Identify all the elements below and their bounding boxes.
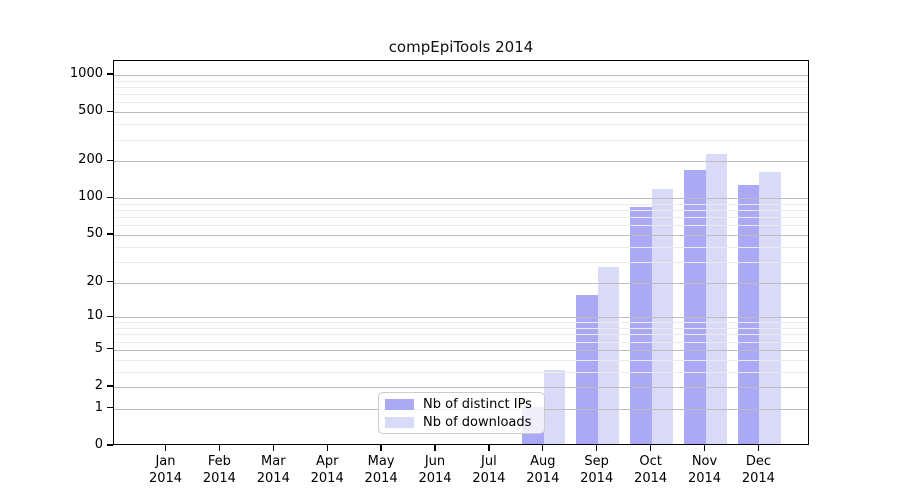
x-tick-label-oct: Oct 2014 bbox=[634, 454, 668, 486]
gridline-minor-300 bbox=[114, 139, 808, 141]
gridline-minor-4 bbox=[114, 359, 808, 361]
x-tick-label-nov: Nov 2014 bbox=[687, 454, 722, 486]
y-tick-200 bbox=[107, 159, 113, 161]
legend-label-downloads: Nb of downloads bbox=[423, 414, 532, 430]
bar-distinct-ips-oct bbox=[630, 207, 652, 444]
x-tick-label-jul: Jul 2014 bbox=[472, 454, 506, 486]
y-tick-label-10: 10 bbox=[86, 308, 103, 324]
y-tick-label-100: 100 bbox=[78, 189, 103, 205]
chart-title: compEpiTools 2014 bbox=[388, 38, 534, 56]
bar-distinct-ips-nov bbox=[684, 170, 706, 444]
y-tick-20 bbox=[107, 280, 113, 283]
x-tick-label-jan: Jan 2014 bbox=[148, 454, 183, 486]
legend: Nb of distinct IPs Nb of downloads bbox=[378, 392, 545, 434]
gridline-minor-800 bbox=[114, 87, 808, 89]
x-tick-label-may: May 2014 bbox=[364, 454, 398, 486]
x-tick-apr bbox=[326, 445, 328, 451]
legend-swatch-distinct-ips bbox=[385, 398, 414, 410]
gridline-major-200 bbox=[114, 161, 808, 163]
legend-swatch-downloads bbox=[385, 416, 414, 428]
y-tick-label-200: 200 bbox=[78, 152, 103, 168]
x-tick-feb bbox=[218, 445, 221, 451]
y-tick-label-20: 20 bbox=[86, 273, 103, 289]
x-tick-label-apr: Apr 2014 bbox=[310, 454, 344, 486]
gridline-major-100 bbox=[114, 198, 808, 200]
gridline-minor-40 bbox=[114, 246, 808, 248]
gridline-minor-9 bbox=[114, 322, 808, 324]
x-tick-aug bbox=[542, 445, 544, 451]
gridline-minor-3 bbox=[114, 371, 808, 373]
gridline-minor-8 bbox=[114, 328, 808, 330]
x-tick-label-mar: Mar 2014 bbox=[256, 454, 290, 486]
gridline-minor-7 bbox=[114, 334, 808, 336]
bar-downloads-dec bbox=[759, 172, 781, 444]
plot-area bbox=[113, 60, 809, 445]
y-tick-label-0: 0 bbox=[94, 437, 103, 452]
gridline-major-5 bbox=[114, 349, 808, 351]
y-tick-label-2: 2 bbox=[94, 378, 103, 394]
gridline-major-20 bbox=[114, 282, 808, 284]
x-tick-sep bbox=[596, 445, 598, 451]
x-tick-dec bbox=[757, 445, 760, 451]
x-tick-label-feb: Feb 2014 bbox=[202, 454, 236, 486]
y-tick-10 bbox=[107, 315, 113, 317]
gridline-minor-90 bbox=[114, 203, 808, 205]
x-tick-jan bbox=[164, 445, 167, 451]
legend-label-distinct-ips: Nb of distinct IPs bbox=[423, 396, 532, 412]
x-tick-label-dec: Dec 2014 bbox=[741, 454, 775, 486]
gridline-minor-900 bbox=[114, 80, 808, 82]
gridline-major-50 bbox=[114, 234, 808, 237]
gridline-major-500 bbox=[114, 112, 808, 114]
y-tick-100 bbox=[107, 196, 113, 198]
gridline-minor-700 bbox=[114, 94, 808, 96]
y-tick-label-5: 5 bbox=[94, 340, 103, 356]
gridline-minor-70 bbox=[114, 217, 808, 219]
x-tick-may bbox=[380, 445, 382, 451]
y-tick-label-50: 50 bbox=[86, 225, 103, 241]
x-tick-label-aug: Aug 2014 bbox=[526, 454, 560, 486]
y-tick-label-500: 500 bbox=[78, 103, 103, 119]
bar-distinct-ips-dec bbox=[737, 184, 760, 444]
legend-item-distinct-ips: Nb of distinct IPs bbox=[385, 397, 538, 412]
bar-downloads-nov bbox=[705, 154, 727, 444]
y-tick-2 bbox=[107, 385, 113, 387]
gridline-major-2 bbox=[114, 387, 808, 389]
y-tick-5 bbox=[107, 348, 113, 350]
bar-downloads-aug bbox=[543, 369, 566, 444]
y-tick-label-1: 1 bbox=[94, 399, 103, 415]
gridline-minor-80 bbox=[114, 210, 808, 212]
y-tick-50 bbox=[107, 233, 113, 235]
bar-downloads-sep bbox=[597, 267, 620, 444]
legend-item-downloads: Nb of downloads bbox=[385, 415, 538, 430]
y-tick-1 bbox=[107, 407, 113, 409]
x-tick-oct bbox=[649, 445, 652, 451]
gridline-minor-400 bbox=[114, 124, 808, 126]
gridline-major-1000 bbox=[114, 75, 808, 77]
x-tick-mar bbox=[272, 445, 274, 451]
gridline-minor-30 bbox=[114, 261, 808, 263]
x-tick-nov bbox=[703, 445, 706, 451]
x-tick-jun bbox=[434, 445, 436, 451]
y-tick-500 bbox=[107, 110, 113, 112]
gridline-major-10 bbox=[114, 317, 808, 319]
y-tick-label-1000: 1000 bbox=[69, 66, 103, 82]
gridline-minor-60 bbox=[114, 225, 808, 227]
x-tick-label-jun: Jun 2014 bbox=[418, 454, 452, 486]
gridline-minor-6 bbox=[114, 341, 808, 343]
y-tick-0 bbox=[107, 444, 113, 446]
x-tick-jul bbox=[488, 445, 490, 451]
bar-distinct-ips-sep bbox=[576, 295, 598, 444]
bar-downloads-oct bbox=[651, 189, 674, 444]
y-tick-1000 bbox=[107, 73, 113, 75]
x-tick-label-sep: Sep 2014 bbox=[580, 454, 614, 486]
gridline-minor-600 bbox=[114, 102, 808, 104]
